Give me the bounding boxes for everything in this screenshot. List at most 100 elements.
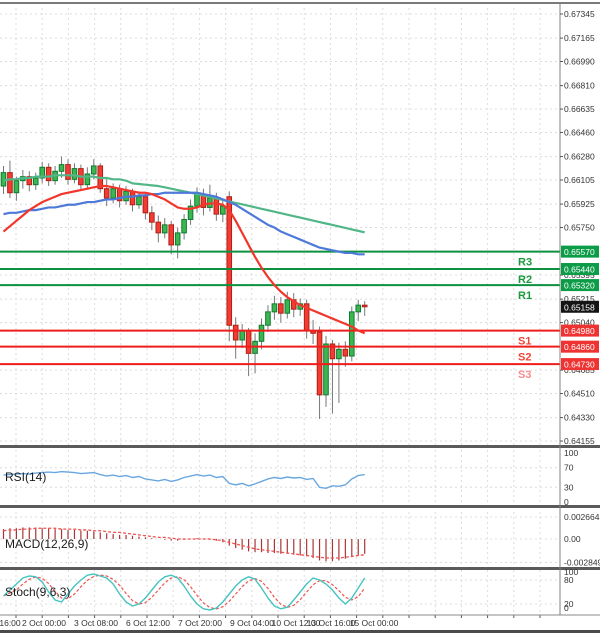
candle-bullish xyxy=(355,304,362,313)
candle-bullish xyxy=(110,188,116,199)
price-tick-label: 0.65040 xyxy=(564,318,595,328)
separator-main-rsi xyxy=(0,445,600,448)
price-tick-label: 0.64685 xyxy=(564,365,595,375)
candle-bearish xyxy=(26,176,33,186)
price-tick-label: 0.66105 xyxy=(564,175,595,185)
candle-bearish xyxy=(142,196,149,214)
candle-bearish xyxy=(278,303,284,314)
price-badge-s3-text: 0.64730 xyxy=(564,360,595,370)
level-label-s3: S3 xyxy=(518,369,531,381)
separator-macd-stoch xyxy=(0,567,600,570)
candle-bearish xyxy=(213,197,220,215)
stoch-d-line xyxy=(3,574,366,610)
rsi-tick-label: 70 xyxy=(564,463,574,473)
top-frame xyxy=(0,2,600,4)
candle-bullish xyxy=(71,168,78,180)
price-badge-s3 xyxy=(561,358,599,371)
ma-blue xyxy=(3,191,365,256)
time-axis-label: 3 Oct 08:00 xyxy=(74,618,118,628)
price-badge-r1-text: 0.65320 xyxy=(564,281,595,291)
candle-bearish xyxy=(232,324,239,341)
price-badge-s1 xyxy=(561,324,599,337)
candle-bullish xyxy=(174,232,181,246)
rsi-tick-label: 0 xyxy=(564,497,569,507)
macd-tick-label: 0.002664 xyxy=(564,512,600,522)
time-axis-label: 7 Oct 20:00 xyxy=(178,618,222,628)
candle-bullish xyxy=(284,299,291,314)
candle-bullish xyxy=(265,311,271,326)
candle-bullish xyxy=(58,164,65,172)
rsi-tick-label: 100 xyxy=(564,448,578,458)
price-tick-label: 0.65925 xyxy=(564,199,595,209)
candle-bearish xyxy=(65,164,71,180)
time-axis-label: 2 Oct 00:00 xyxy=(22,618,66,628)
stoch-tick-label: 100 xyxy=(564,567,578,577)
price-tick-label: 0.64330 xyxy=(564,413,595,423)
macd-tick-label: -0.002849 xyxy=(564,558,600,568)
level-label-s1: S1 xyxy=(518,336,531,348)
bottom-frame xyxy=(0,630,600,633)
candle-bearish xyxy=(226,196,233,326)
candle-bullish xyxy=(13,180,20,194)
price-badge-s1-text: 0.64980 xyxy=(564,326,595,336)
rsi-tick-label: 30 xyxy=(564,482,574,492)
price-tick-label: 0.66460 xyxy=(564,127,595,137)
price-badge-r2-text: 0.65440 xyxy=(564,265,595,275)
time-axis-label: 9 Oct 04:00 xyxy=(230,618,274,628)
price-tick-label: 0.65750 xyxy=(564,223,595,233)
separator-rsi-macd xyxy=(0,505,600,508)
stoch-tick-label: 20 xyxy=(564,599,574,609)
candle-bearish xyxy=(245,330,252,354)
price-badge-r2 xyxy=(561,263,599,276)
candle-bearish xyxy=(129,190,136,206)
price-tick-label: 0.67165 xyxy=(564,33,595,43)
candle-bearish xyxy=(149,212,155,223)
price-tick-label: 0.66635 xyxy=(564,104,595,114)
level-label-r2: R2 xyxy=(518,274,532,286)
ma-green xyxy=(3,174,365,234)
rsi-indicator-label: RSI(14) xyxy=(5,470,47,484)
candle-bullish xyxy=(194,193,200,207)
candle-bearish xyxy=(45,166,52,182)
candle-bullish xyxy=(187,205,194,220)
candle-bullish xyxy=(84,173,91,186)
time-axis-label: 13 Oct 16:00 xyxy=(307,618,356,628)
price-badge-r3 xyxy=(561,245,599,258)
candle-bearish xyxy=(168,224,174,246)
price-tick-label: 0.66990 xyxy=(564,57,595,67)
level-label-r3: R3 xyxy=(518,257,532,269)
time-axis-label: 6 Oct 12:00 xyxy=(126,618,170,628)
time-axis-label: 10 Oct 12:00 xyxy=(272,618,321,628)
price-tick-label: 0.65395 xyxy=(564,270,595,280)
candle-bearish xyxy=(342,348,349,357)
macd-signal-line xyxy=(3,527,365,559)
candle-bullish xyxy=(161,224,168,234)
macd-tick-label: 0.00 xyxy=(564,534,581,544)
time-axis-label: 16:00 xyxy=(0,618,21,628)
candle-bullish xyxy=(258,324,265,342)
candle-bullish xyxy=(91,165,97,175)
current-price-badge-text: 0.65158 xyxy=(564,302,595,312)
candle-bullish xyxy=(239,330,245,341)
stoch-tick-label: 80 xyxy=(564,575,574,585)
candle-bullish xyxy=(39,166,46,179)
level-label-r1: R1 xyxy=(518,290,532,302)
price-tick-label: 0.64510 xyxy=(564,389,595,399)
candle-bearish xyxy=(290,299,297,310)
candle-bullish xyxy=(181,218,187,234)
price-tick-label: 0.65215 xyxy=(564,294,595,304)
stoch-tick-label: 0 xyxy=(564,603,569,613)
candle-bearish xyxy=(7,172,13,194)
candle-bullish xyxy=(136,196,142,206)
price-badge-s2-text: 0.64860 xyxy=(564,342,595,352)
candle-bullish xyxy=(32,177,39,186)
macd-indicator-label: MACD(12,26,9) xyxy=(5,537,89,551)
candle-bullish xyxy=(349,311,355,357)
current-price-badge xyxy=(561,300,599,313)
candle-bullish xyxy=(323,343,329,396)
candle-bullish xyxy=(271,303,278,313)
price-badge-r3-text: 0.65570 xyxy=(564,247,595,257)
price-badge-r1 xyxy=(561,279,599,292)
